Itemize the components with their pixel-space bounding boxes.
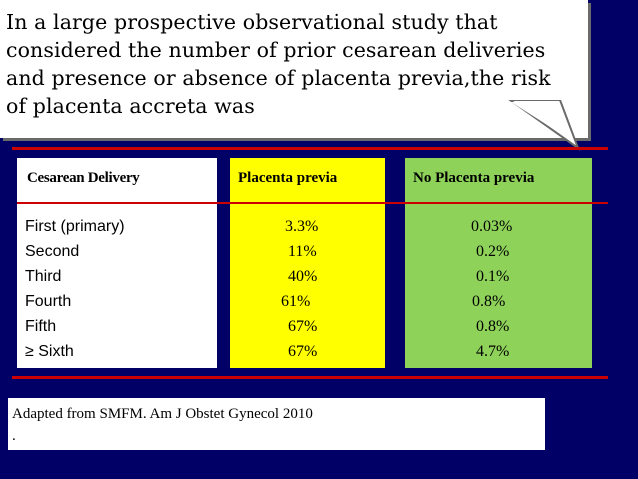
row-label: Fifth <box>25 318 57 335</box>
no-previa-value: 0.1% <box>476 268 510 285</box>
previa-value: 11% <box>288 243 317 260</box>
bottom-divider <box>12 376 608 379</box>
no-previa-value: 0.8% <box>476 318 510 335</box>
callout-line: considered the number of prior cesarean … <box>6 38 546 62</box>
callout-line: In a large prospective observational stu… <box>6 10 498 34</box>
header-divider <box>17 202 608 204</box>
row-label: ≥ Sixth <box>25 343 74 360</box>
no-previa-value: 0.8% <box>472 293 506 310</box>
row-label: Fourth <box>25 293 72 310</box>
row-label: First (primary) <box>25 218 125 235</box>
callout-line: of placenta accreta was <box>6 94 255 118</box>
header-placenta-previa: Placenta previa <box>238 170 338 186</box>
previa-value: 3.3% <box>285 218 319 235</box>
source-trailing-dot: . <box>12 428 16 444</box>
previa-value: 67% <box>288 318 318 335</box>
source-citation-box: Adapted from SMFM. Am J Obstet Gynecol 2… <box>8 398 545 450</box>
no-placenta-previa-panel <box>405 158 592 368</box>
previa-value: 40% <box>288 268 318 285</box>
top-divider <box>12 147 608 150</box>
callout-tail <box>508 100 581 151</box>
source-citation: Adapted from SMFM. Am J Obstet Gynecol 2… <box>12 406 313 422</box>
header-no-placenta-previa: No Placenta previa <box>413 170 535 186</box>
cesarean-panel <box>17 158 217 368</box>
question-callout: In a large prospective observational stu… <box>0 0 588 138</box>
no-previa-value: 4.7% <box>476 343 510 360</box>
previa-value: 67% <box>288 343 318 360</box>
header-cesarean-delivery: Cesarean Delivery <box>27 170 140 186</box>
callout-text: In a large prospective observational stu… <box>6 8 586 120</box>
delivery-order-list: First (primary) Second Third Fourth Fift… <box>25 214 125 364</box>
placenta-previa-panel <box>230 158 385 368</box>
no-previa-value: 0.2% <box>476 243 510 260</box>
callout-line: and presence or absence of placenta prev… <box>6 66 551 90</box>
row-label: Third <box>25 268 62 285</box>
previa-value: 61% <box>281 293 311 310</box>
no-placenta-previa-values: 0.03% 0.2% 0.1% 0.8% 0.8% 4.7% <box>471 214 541 364</box>
no-previa-value: 0.03% <box>471 218 513 235</box>
row-label: Second <box>25 243 80 260</box>
placenta-previa-values: 3.3% 11% 40% 61% 67% 67% <box>281 214 345 364</box>
